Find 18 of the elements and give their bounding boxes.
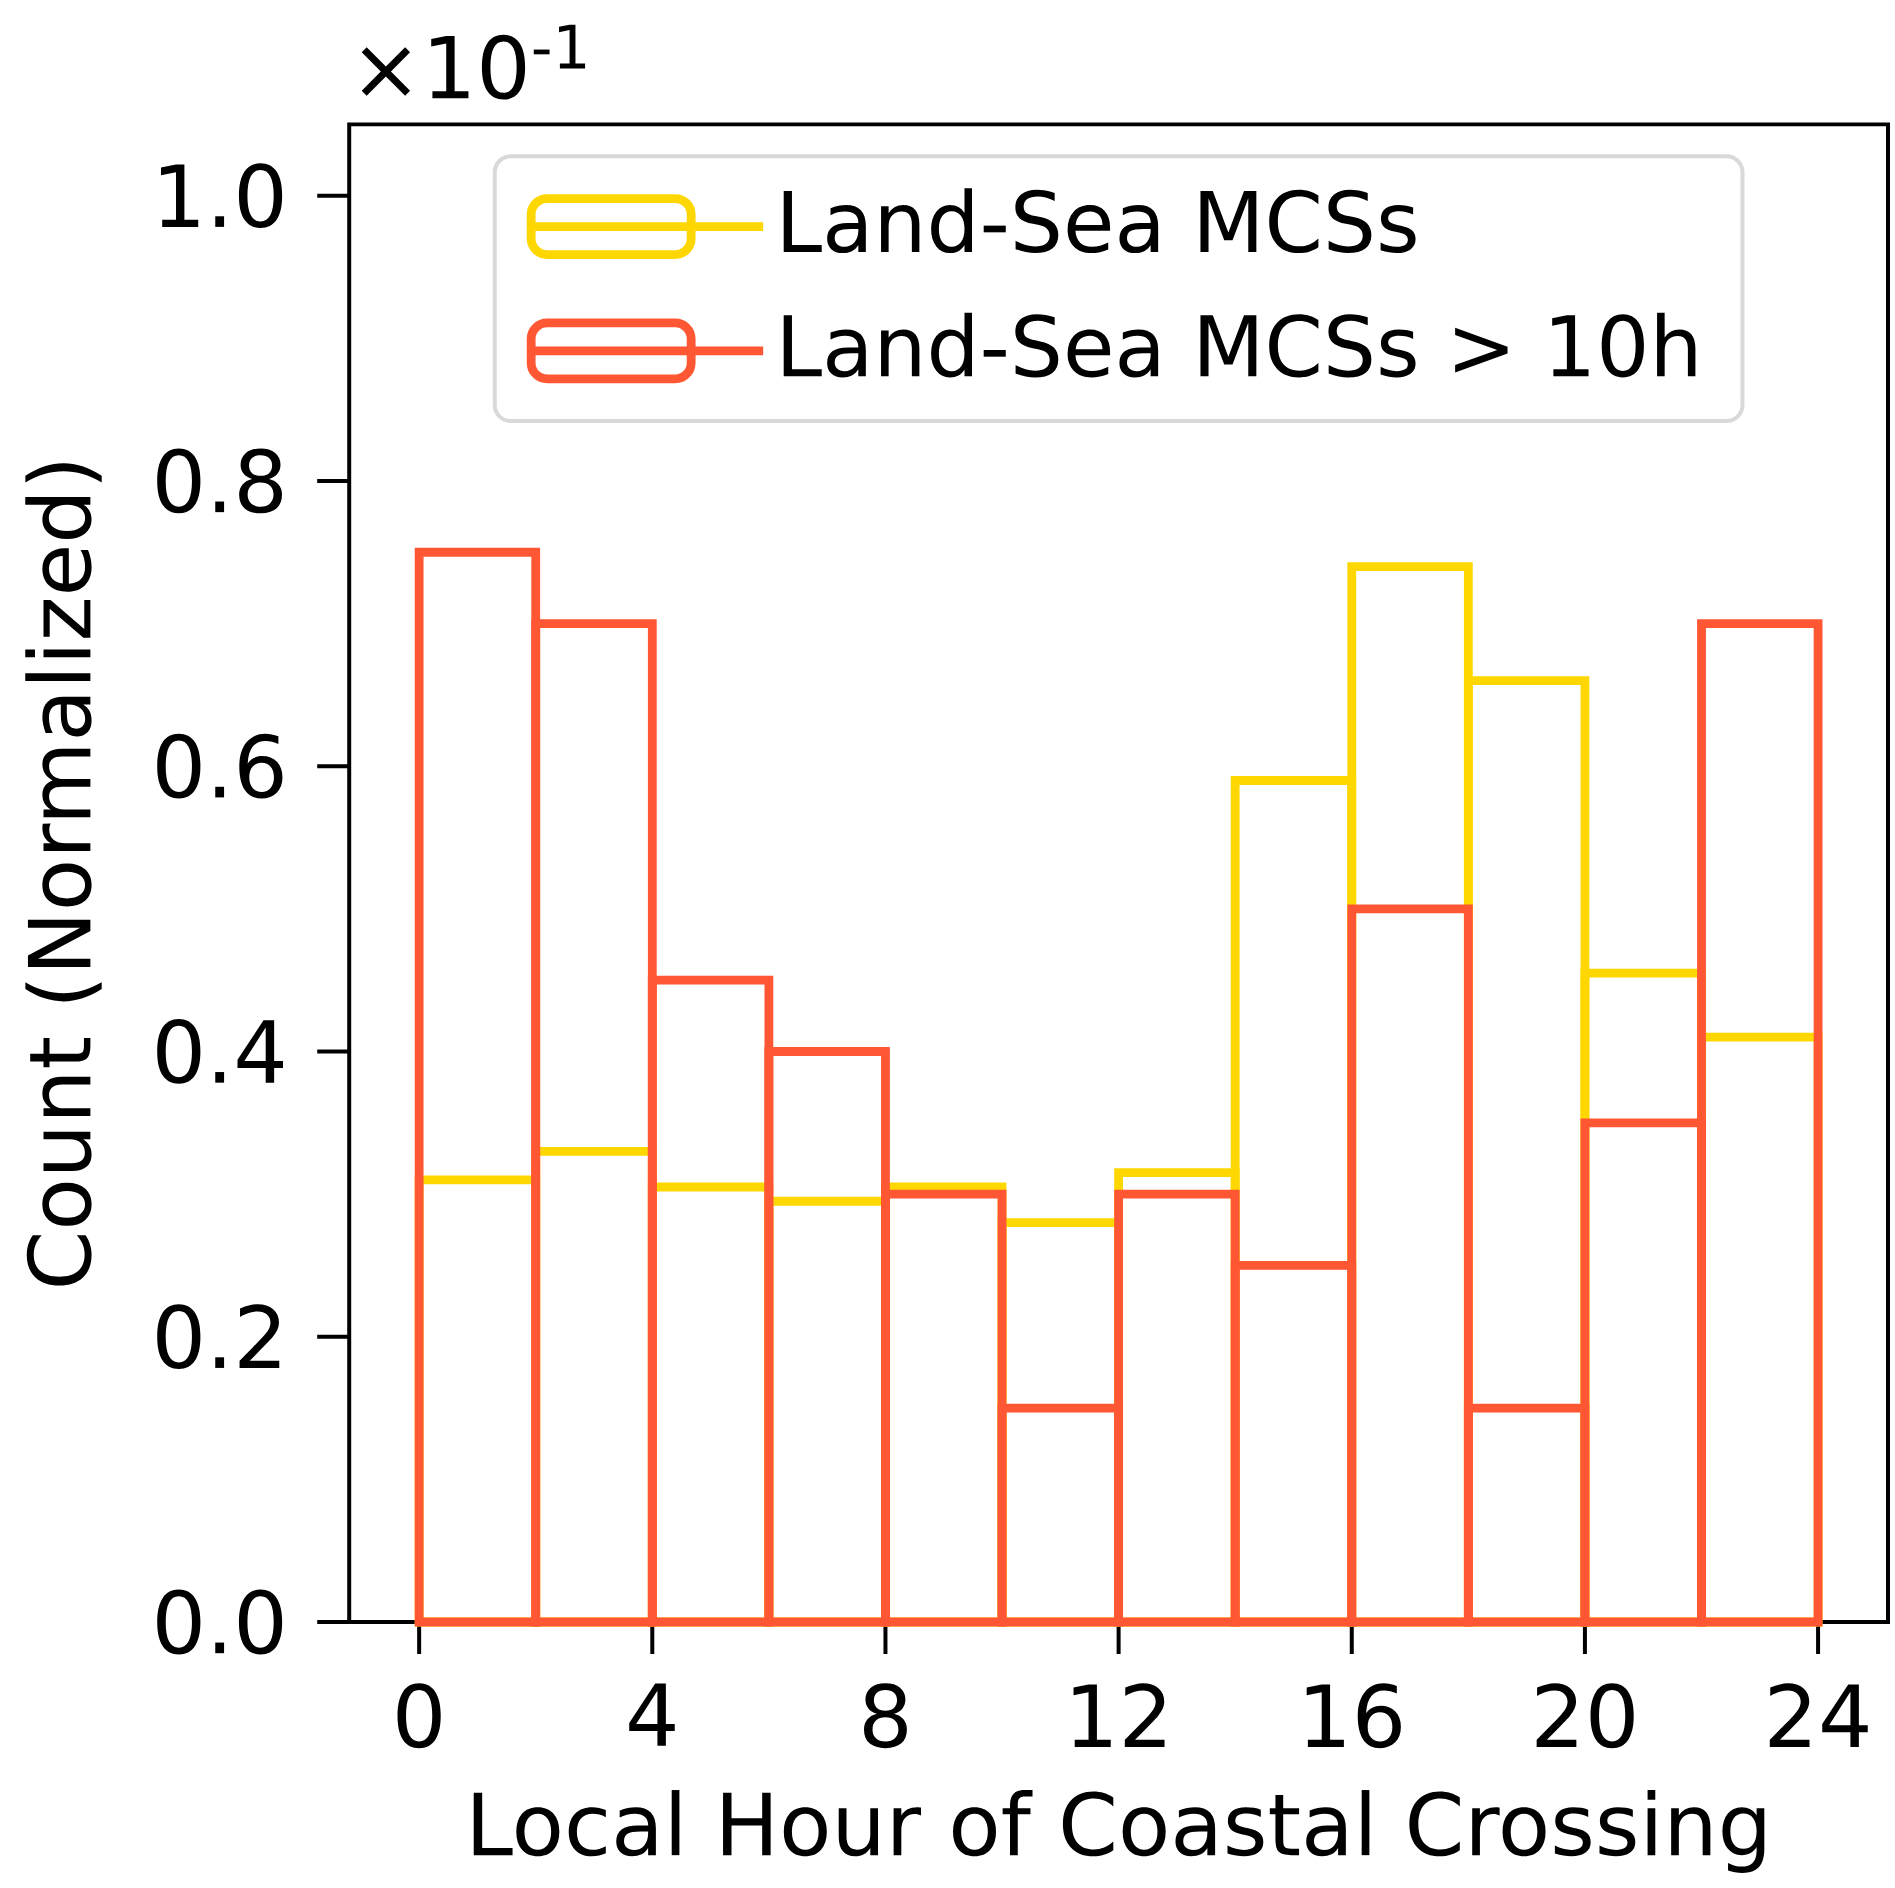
x-tick-label: 16	[1306, 1683, 1401, 1749]
text: ×10$^{-1}$	[361, 24, 586, 100]
legend-label: Land-Sea MCSs > 10h	[783, 312, 1696, 378]
x-tick-label: 4	[629, 1683, 675, 1746]
x-axis-title: Local Hour of Coastal Crossing	[473, 1790, 1765, 1873]
x-tick-label: 0	[397, 1683, 441, 1749]
x-tick-label: 12	[1073, 1683, 1165, 1747]
y-tick-label: 0.0	[157, 1589, 283, 1655]
y-tick-label: 0.2	[157, 1304, 280, 1370]
y-tick-label: 0.8	[157, 448, 283, 514]
x-tick-label: 20	[1536, 1683, 1634, 1749]
x-tick-label: 24	[1769, 1683, 1868, 1747]
y-tick-label: 0.6	[157, 733, 283, 799]
legend-label: Land-Sea MCSs	[783, 188, 1416, 254]
y-tick-label: 0.4	[157, 1019, 284, 1084]
y-tick-label: 1.0	[161, 163, 283, 229]
x-tick-label: 8	[864, 1683, 907, 1749]
y-axis-title: Count (Normalized)	[25, 463, 102, 1286]
